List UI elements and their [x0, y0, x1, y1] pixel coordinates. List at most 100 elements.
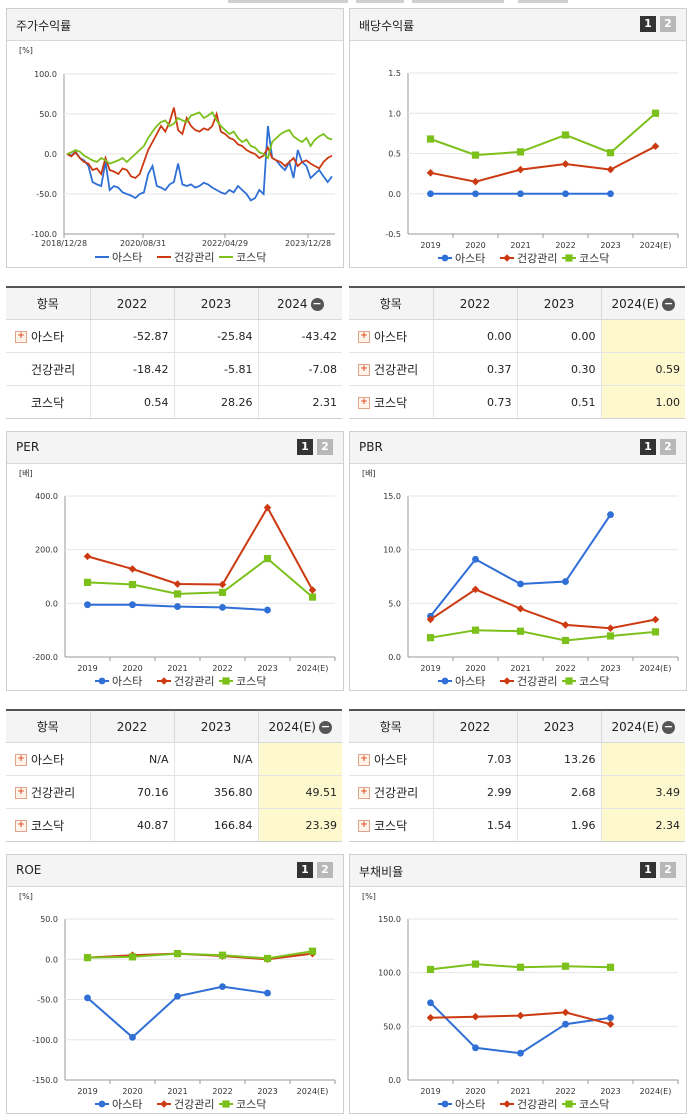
data-point [607, 1014, 614, 1022]
cell: -43.42 [257, 319, 342, 353]
x-tick-label: 2023/12/28 [285, 239, 331, 248]
data-point [83, 954, 92, 962]
page-1-button[interactable]: 1 [297, 862, 313, 878]
x-tick-label: 2023 [600, 1087, 620, 1096]
collapse-icon[interactable]: − [661, 719, 675, 734]
expand-icon[interactable]: + [358, 331, 370, 343]
page-2-button[interactable]: 2 [317, 862, 333, 878]
data-point [128, 953, 137, 961]
legend-label: 코스닥 [579, 1098, 609, 1111]
data-point [308, 593, 317, 601]
cell: 2.31 [257, 385, 342, 418]
series-line [430, 145, 656, 183]
panel-title: PBR [359, 440, 383, 454]
price-table: 항목 2022 2023 2024− + 아스타 -52.87 -25.84 -4… [6, 286, 342, 419]
x-tick-label: 2020 [122, 664, 142, 673]
x-tick-label: 2018/12/28 [41, 239, 87, 248]
expand-icon[interactable]: + [358, 364, 370, 376]
y-tick-label: 5.0 [388, 599, 401, 608]
page-2-button[interactable]: 2 [660, 862, 676, 878]
row-label: 아스타 [374, 329, 408, 344]
page-1-button[interactable]: 1 [640, 862, 656, 878]
collapse-icon[interactable]: − [310, 296, 324, 311]
x-tick-label: 2021 [167, 664, 187, 673]
cell: 0.00 [432, 319, 517, 353]
data-point [222, 1100, 230, 1108]
data-point [308, 947, 317, 955]
series-line [87, 557, 314, 598]
debt-chart: 150.0 100.0 50.0 0.0 [%] 2019 2020 2021 2022 2023… [362, 892, 679, 1111]
data-point [426, 169, 435, 177]
x-tick-label: 2023 [600, 241, 620, 250]
legend-label: 코스닥 [236, 1098, 266, 1111]
expand-icon[interactable]: + [15, 787, 27, 799]
expand-icon[interactable]: + [15, 331, 27, 343]
data-point [471, 177, 480, 186]
cell: 0.30 [516, 352, 601, 386]
expand-icon[interactable]: + [358, 754, 370, 766]
cell: 1.00 [600, 385, 685, 418]
legend-label: 코스닥 [579, 675, 609, 688]
data-point [562, 190, 569, 198]
x-tick-label: 2020 [122, 1087, 142, 1096]
data-point [471, 960, 480, 968]
cell: -25.84 [173, 319, 258, 353]
row-label: 코스닥 [374, 818, 408, 833]
panel-header: PBR 1 2 [350, 432, 686, 464]
legend-label: 코스닥 [579, 252, 609, 265]
cell: 1.96 [516, 808, 601, 841]
col-header: 2023 [516, 288, 601, 320]
data-point [565, 1100, 573, 1108]
y-tick-label: 50.0 [39, 110, 57, 119]
cell: 70.16 [89, 775, 174, 809]
data-point [472, 555, 479, 563]
cell: 2.34 [600, 808, 685, 841]
y-tick-label: 200.0 [35, 546, 58, 555]
data-point [561, 131, 570, 139]
data-point [472, 190, 479, 198]
data-point [517, 1049, 524, 1057]
page-2-button[interactable]: 2 [660, 16, 676, 32]
cell: -5.81 [173, 352, 258, 386]
row-label: 건강관리 [374, 362, 419, 377]
x-tick-label: 2019 [77, 1087, 97, 1096]
legend-label: 건강관리 [517, 252, 557, 265]
cell: N/A [173, 742, 258, 776]
page-2-button[interactable]: 2 [660, 439, 676, 455]
legend-label: 아스타 [112, 675, 142, 688]
page-1-button[interactable]: 1 [297, 439, 313, 455]
cell: 13.26 [516, 742, 601, 776]
x-tick-label: 2023 [257, 664, 277, 673]
y-tick-label: 150.0 [378, 915, 401, 924]
data-point [173, 950, 182, 958]
data-point [472, 1044, 479, 1052]
col-header: 2023 [516, 711, 601, 743]
expand-icon[interactable]: + [358, 787, 370, 799]
legend-label: 아스타 [112, 1098, 142, 1111]
data-point [173, 590, 182, 598]
data-point [651, 628, 660, 636]
y-unit-label: [%] [19, 892, 33, 901]
row-label: 코스닥 [31, 395, 65, 410]
expand-icon[interactable]: + [15, 754, 27, 766]
expand-icon[interactable]: + [358, 820, 370, 832]
x-tick-label: 2024(E) [640, 241, 672, 250]
data-point [98, 1100, 106, 1108]
series-line [66, 111, 333, 165]
col-header: 2023 [173, 711, 258, 743]
collapse-icon[interactable]: − [318, 719, 332, 734]
page-2-button[interactable]: 2 [317, 439, 333, 455]
data-point [219, 603, 226, 611]
y-tick-label: 50.0 [40, 915, 58, 924]
cell: 1.54 [432, 808, 517, 841]
collapse-icon[interactable]: − [661, 296, 675, 311]
data-point [565, 677, 573, 685]
expand-icon[interactable]: + [358, 397, 370, 409]
data-point [516, 1011, 525, 1020]
expand-icon[interactable]: + [15, 820, 27, 832]
x-tick-label: 2021 [510, 241, 530, 250]
panel-header: 주가수익률 [7, 9, 343, 41]
y-tick-label: 50.0 [383, 1022, 401, 1031]
page-1-button[interactable]: 1 [640, 16, 656, 32]
page-1-button[interactable]: 1 [640, 439, 656, 455]
